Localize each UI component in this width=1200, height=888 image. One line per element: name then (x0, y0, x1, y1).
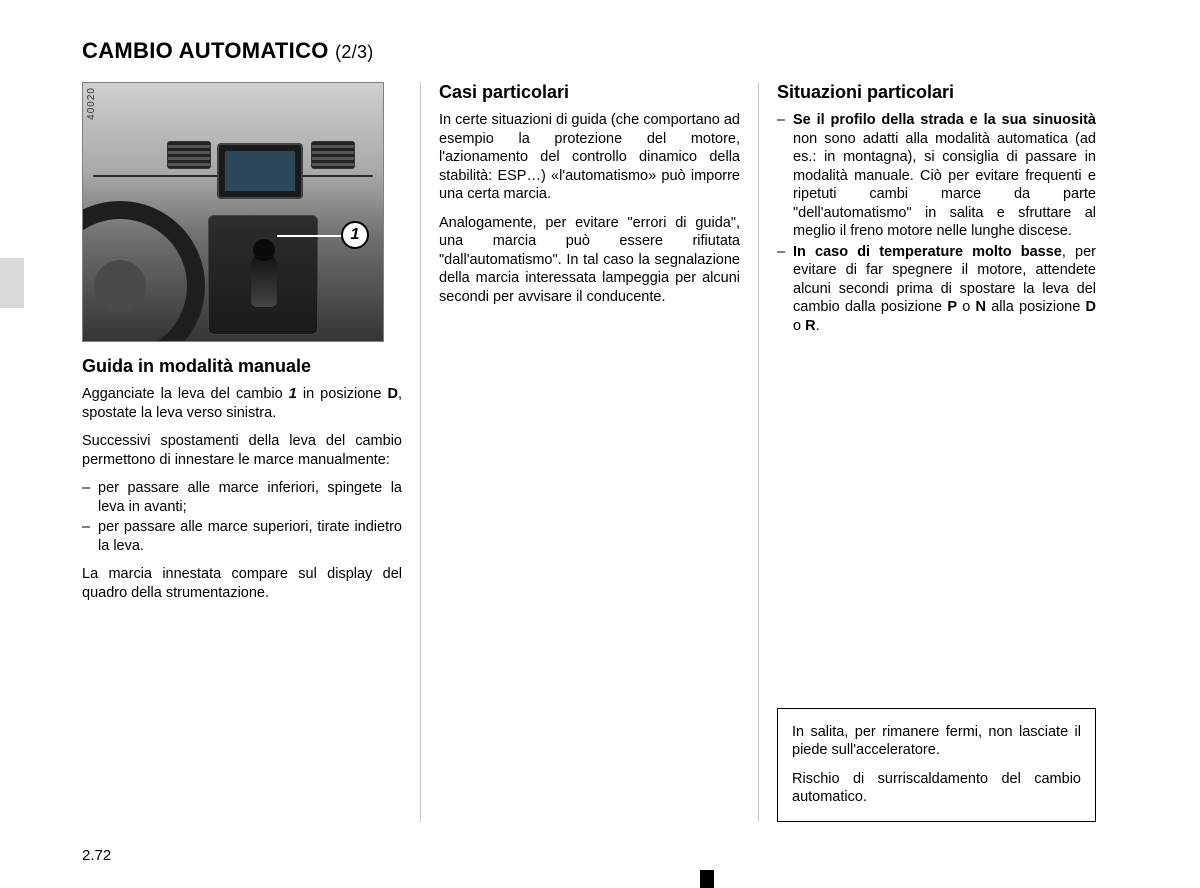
list-item: per passare alle marce inferiori, spinge… (82, 479, 402, 516)
t: D (1086, 299, 1096, 315)
col1-heading: Guida in modalità manuale (82, 356, 402, 377)
callout-1: 1 (341, 221, 369, 249)
col3-list: Se il profilo della strada e la sua sinu… (777, 111, 1096, 336)
warning-box: In salita, per rimanere fermi, non lasci… (777, 708, 1096, 822)
t: o (957, 299, 976, 315)
t: alla posizione (986, 299, 1086, 315)
dashboard-figure: 40020 1 (82, 82, 384, 342)
list-item: per passare alle marce superiori, tirate… (82, 518, 402, 555)
center-screen (217, 143, 303, 199)
t: D (387, 386, 397, 402)
t: N (976, 299, 986, 315)
air-vent-right (311, 141, 355, 169)
list-item: Se il profilo della strada e la sua sinu… (777, 111, 1096, 241)
t: 1 (289, 386, 297, 402)
col2-p2: Analogamente, per evitare "errori di gui… (439, 214, 740, 307)
t: Se il profilo della strada e la sua sinu… (793, 112, 1096, 128)
air-vent-left (167, 141, 211, 169)
callout-leader (277, 235, 345, 237)
t: . (816, 318, 820, 334)
t: Agganciate la leva del cambio (82, 386, 289, 402)
callout-label: 1 (351, 226, 360, 244)
column-3: Situazioni particolari Se il profilo del… (758, 82, 1096, 822)
title-text: CAMBIO AUTOMATICO (82, 38, 329, 63)
warning-p1: In salita, per rimanere fermi, non lasci… (792, 723, 1081, 760)
column-2: Casi particolari In certe situazioni di … (420, 82, 758, 822)
col1-p2: Successivi spostamenti della leva del ca… (82, 432, 402, 469)
t: P (947, 299, 957, 315)
page-number: 2.72 (82, 847, 111, 864)
columns: 40020 1 Guida in modalità manuale Agganc… (82, 82, 1142, 822)
column-1: 40020 1 Guida in modalità manuale Agganc… (82, 82, 420, 822)
gear-shifter (251, 253, 277, 307)
page-title: CAMBIO AUTOMATICO (2/3) (82, 38, 1142, 64)
col2-p1: In certe situazioni di guida (che compor… (439, 111, 740, 204)
col3-heading: Situazioni particolari (777, 82, 1096, 103)
col1-p3: La marcia innestata compare sul display … (82, 565, 402, 602)
t: In caso di temperature molto basse (793, 244, 1062, 260)
t: in posizione (297, 386, 388, 402)
footer-mark (700, 870, 714, 888)
steering-wheel (82, 201, 205, 342)
image-ref: 40020 (86, 87, 97, 120)
col1-p1: Agganciate la leva del cambio 1 in posiz… (82, 385, 402, 422)
col1-list: per passare alle marce inferiori, spinge… (82, 479, 402, 555)
section-tab (0, 258, 24, 308)
t: non sono adatti alla modalità automatica… (793, 131, 1096, 240)
col2-heading: Casi particolari (439, 82, 740, 103)
t: R (805, 318, 815, 334)
title-fraction: (2/3) (335, 42, 374, 62)
t: o (793, 318, 805, 334)
page: CAMBIO AUTOMATICO (2/3) 40020 1 Guida in… (0, 0, 1200, 888)
list-item: In caso di temperature molto basse, per … (777, 243, 1096, 336)
warning-p2: Rischio di surriscaldamento del cambio a… (792, 770, 1081, 807)
